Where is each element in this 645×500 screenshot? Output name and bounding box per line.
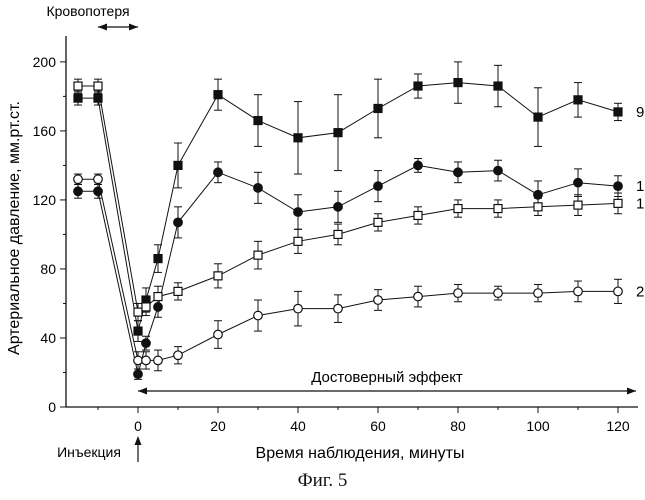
x-tick-label: 60 — [370, 418, 386, 434]
data-point — [253, 250, 263, 260]
arrow-head — [98, 23, 107, 31]
x-tick-label: 100 — [526, 418, 550, 434]
x-tick-label: 20 — [210, 418, 226, 434]
data-point — [533, 112, 543, 122]
series-label: 9 — [636, 104, 644, 121]
data-point — [93, 174, 103, 185]
data-point — [413, 160, 423, 171]
annotation-significant-effect: Достоверный эффект — [311, 369, 463, 386]
data-point — [93, 81, 103, 91]
data-point — [173, 160, 183, 171]
y-tick-label: 80 — [40, 261, 56, 277]
y-tick-label: 200 — [33, 54, 57, 70]
data-point — [613, 181, 623, 192]
x-axis-label: Время наблюдения, минуты — [256, 445, 465, 462]
series-label: 1 — [636, 195, 644, 212]
data-point — [141, 338, 151, 349]
data-point — [213, 90, 223, 100]
figure-caption: Фиг. 5 — [297, 470, 348, 491]
arrow-head — [134, 436, 142, 445]
data-point — [293, 133, 303, 143]
series-2: 2 — [73, 173, 644, 372]
data-point — [293, 236, 303, 246]
series-label: 10 — [636, 178, 645, 195]
data-point — [153, 254, 163, 264]
data-point — [413, 210, 423, 221]
data-point — [333, 201, 343, 212]
data-point — [493, 288, 503, 299]
data-point — [493, 203, 503, 214]
data-point — [413, 81, 423, 91]
data-point — [133, 369, 143, 380]
data-point — [493, 81, 503, 91]
data-point — [453, 167, 463, 178]
y-tick-label: 160 — [33, 123, 57, 139]
data-point — [613, 198, 623, 208]
series-layer: 9 101 2 — [73, 61, 645, 380]
data-point — [373, 217, 383, 227]
data-point — [153, 355, 163, 366]
data-point — [293, 303, 303, 314]
data-point — [413, 291, 423, 302]
data-point — [153, 291, 163, 302]
data-point — [133, 355, 143, 366]
axes: 0 40 80 120 160 200 0 20 40 60 80 100 120 — [33, 36, 638, 434]
arrow-head — [627, 387, 636, 395]
data-point — [373, 181, 383, 192]
data-point — [293, 207, 303, 217]
annotations: Кровопотеря Инъекция Достоверный эффект — [46, 3, 636, 462]
y-tick-label: 120 — [33, 192, 57, 208]
data-point — [73, 81, 83, 91]
data-point — [141, 355, 151, 366]
data-point — [613, 286, 623, 297]
series-10: 10 — [73, 158, 645, 380]
series-1: 1 — [73, 78, 644, 322]
annotation-blood-loss: Кровопотеря — [46, 3, 129, 19]
data-point — [453, 77, 463, 88]
data-point — [133, 307, 143, 317]
data-point — [453, 203, 463, 214]
data-point — [253, 115, 263, 126]
data-point — [73, 174, 83, 185]
data-point — [333, 229, 343, 240]
data-point — [453, 288, 463, 299]
data-point — [73, 93, 83, 103]
x-tick-label: 40 — [290, 418, 306, 434]
arrow-head — [129, 23, 138, 31]
data-point — [573, 200, 583, 210]
data-point — [613, 107, 623, 117]
y-axis-label: Артериальное давление, мм.рт.ст. — [6, 101, 23, 355]
data-point — [253, 310, 263, 321]
y-tick-label: 40 — [40, 330, 56, 346]
data-point — [573, 95, 583, 105]
data-point — [533, 288, 543, 299]
data-point — [373, 295, 383, 305]
data-point — [493, 165, 503, 176]
y-tick-label: 0 — [48, 399, 56, 415]
series-label: 2 — [636, 283, 644, 300]
data-point — [253, 182, 263, 193]
data-point — [373, 103, 383, 114]
data-point — [333, 303, 343, 314]
annotation-injection: Инъекция — [57, 444, 121, 460]
data-point — [333, 128, 343, 138]
x-tick-label: 80 — [450, 418, 466, 434]
data-point — [573, 177, 583, 188]
chart: 0 40 80 120 160 200 0 20 40 60 80 100 120 9 101 2 Кров… — [6, 3, 645, 462]
data-point — [573, 286, 583, 297]
data-point — [173, 350, 183, 361]
data-point — [133, 326, 143, 336]
arrow-head — [138, 387, 147, 395]
data-point — [213, 271, 223, 281]
data-point — [141, 302, 151, 312]
data-point — [173, 286, 183, 296]
data-point — [213, 329, 223, 340]
data-point — [93, 93, 103, 103]
data-point — [533, 202, 543, 212]
data-point — [213, 167, 223, 178]
data-point — [173, 217, 183, 228]
x-tick-label: 0 — [134, 418, 142, 434]
x-tick-label: 120 — [606, 418, 630, 434]
data-point — [73, 186, 83, 197]
